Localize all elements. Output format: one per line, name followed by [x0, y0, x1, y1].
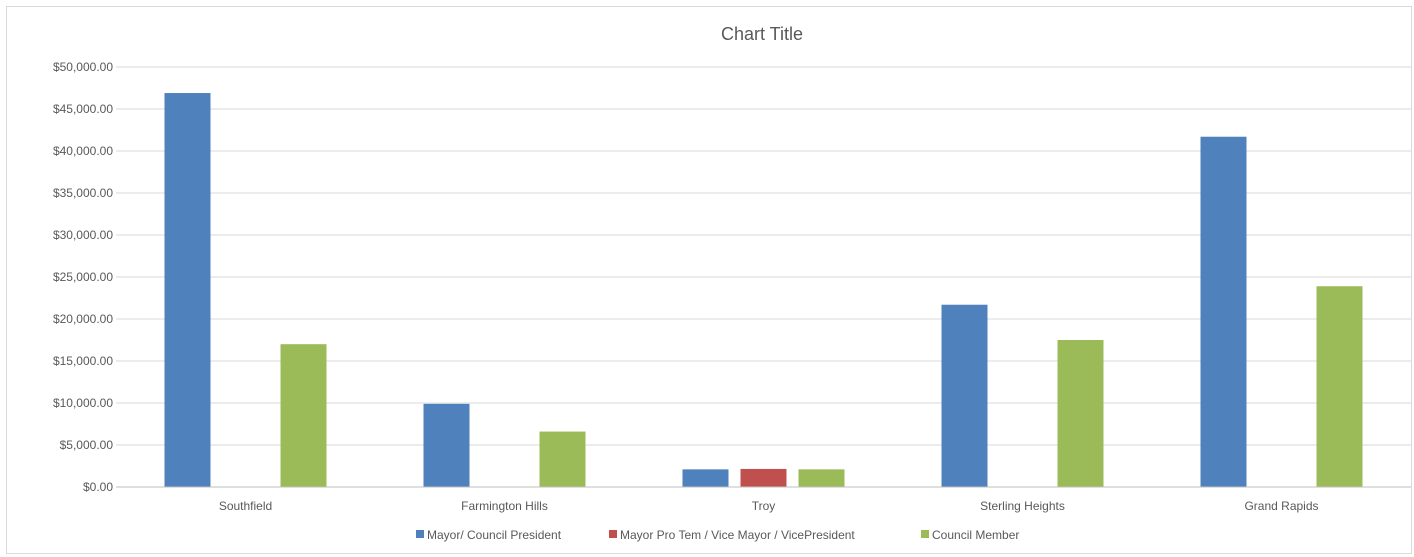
bar-sterling-heights-series-1[interactable]: [941, 304, 988, 487]
x-tick-label: Sterling Heights: [980, 499, 1065, 513]
bar-farmington-hills-series-3[interactable]: [539, 431, 586, 487]
bar-southfield-series-3[interactable]: [280, 344, 327, 487]
y-tick-label: $10,000.00: [53, 396, 113, 410]
legend-swatch: [609, 530, 617, 538]
legend-label: Mayor Pro Tem / Vice Mayor / VicePreside…: [620, 528, 855, 542]
legend-swatch: [921, 530, 929, 538]
legend-item[interactable]: Mayor/ Council President: [416, 528, 562, 542]
y-tick-label: $15,000.00: [53, 354, 113, 368]
legend-label: Council Member: [932, 528, 1019, 542]
legend[interactable]: Mayor/ Council President Mayor Pro Tem / …: [416, 528, 1019, 542]
y-axis-tick-labels: $0.00 $5,000.00 $10,000.00 $15,000.00 $20,00…: [53, 60, 113, 494]
legend-item[interactable]: Mayor Pro Tem / Vice Mayor / VicePreside…: [609, 528, 855, 542]
bar-grand-rapids-series-3[interactable]: [1316, 286, 1363, 487]
chart-container: Chart Title $0.00 $5,000.00 $10,000.00 $15,…: [6, 6, 1412, 554]
y-tick-label: $0.00: [83, 480, 113, 494]
y-tick-label: $30,000.00: [53, 228, 113, 242]
x-tick-label: Farmington Hills: [461, 499, 548, 513]
bar-southfield-series-1[interactable]: [164, 93, 211, 487]
legend-item[interactable]: Council Member: [921, 528, 1019, 542]
x-tick-label: Southfield: [219, 499, 272, 513]
bar-farmington-hills-series-1[interactable]: [423, 403, 470, 487]
gridlines: [116, 66, 1411, 446]
y-tick-label: $5,000.00: [60, 438, 114, 452]
y-tick-label: $25,000.00: [53, 270, 113, 284]
chart-title: Chart Title: [721, 24, 803, 44]
bar-chart: Chart Title $0.00 $5,000.00 $10,000.00 $15,…: [53, 24, 1411, 542]
y-tick-label: $45,000.00: [53, 102, 113, 116]
y-tick-label: $35,000.00: [53, 186, 113, 200]
x-tick-label: Troy: [752, 499, 776, 513]
legend-label: Mayor/ Council President: [427, 528, 562, 542]
y-tick-label: $50,000.00: [53, 60, 113, 74]
bar-troy-series-2[interactable]: [740, 468, 787, 487]
x-tick-label: Grand Rapids: [1244, 499, 1318, 513]
y-tick-label: $20,000.00: [53, 312, 113, 326]
bar-grand-rapids-series-1[interactable]: [1200, 136, 1247, 487]
bars: [164, 93, 1363, 487]
y-tick-label: $40,000.00: [53, 144, 113, 158]
x-axis-tick-labels: Southfield Farmington Hills Troy Sterling H…: [219, 499, 1319, 513]
legend-swatch: [416, 530, 424, 538]
bar-troy-series-3[interactable]: [798, 469, 845, 487]
bar-troy-series-1[interactable]: [682, 469, 729, 487]
bar-sterling-heights-series-3[interactable]: [1057, 340, 1104, 487]
